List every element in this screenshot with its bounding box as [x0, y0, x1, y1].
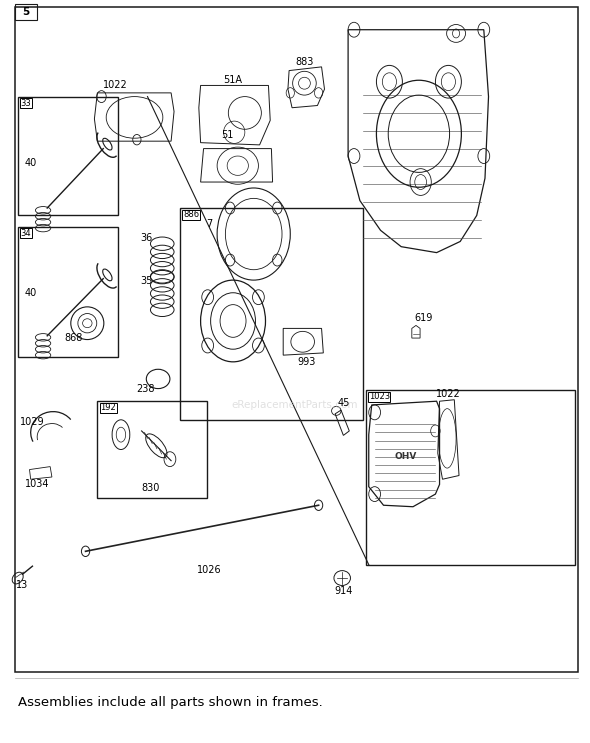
- Bar: [97, 401, 206, 498]
- Text: 45: 45: [337, 398, 349, 408]
- Text: 1023: 1023: [369, 392, 390, 401]
- Text: 830: 830: [141, 483, 160, 493]
- Text: 34: 34: [21, 229, 31, 238]
- Text: Assemblies include all parts shown in frames.: Assemblies include all parts shown in fr…: [18, 695, 323, 709]
- Text: 993: 993: [297, 357, 316, 367]
- Text: OHV: OHV: [395, 452, 417, 461]
- Text: 1022: 1022: [436, 389, 461, 399]
- Text: 238: 238: [136, 384, 155, 395]
- Bar: [15, 4, 37, 20]
- Bar: [18, 97, 118, 215]
- Bar: [366, 390, 575, 565]
- Text: 7: 7: [206, 219, 212, 230]
- Text: 51: 51: [221, 130, 233, 140]
- Text: 35: 35: [140, 276, 152, 286]
- Text: 36: 36: [140, 233, 152, 243]
- Text: 33: 33: [21, 99, 31, 108]
- Text: 1022: 1022: [103, 80, 127, 90]
- Text: eReplacementParts.com: eReplacementParts.com: [232, 400, 358, 410]
- Text: 886: 886: [183, 210, 199, 219]
- Text: 883: 883: [296, 56, 314, 67]
- Text: 40: 40: [25, 158, 37, 169]
- Bar: [180, 208, 363, 420]
- Text: 914: 914: [334, 585, 353, 596]
- Text: 40: 40: [25, 288, 37, 299]
- Text: 5: 5: [22, 7, 30, 17]
- Text: 51A: 51A: [224, 74, 242, 85]
- Bar: [18, 227, 118, 357]
- Text: 1026: 1026: [197, 565, 222, 575]
- Text: 868: 868: [64, 333, 83, 343]
- Text: 192: 192: [100, 403, 116, 412]
- Text: 1029: 1029: [20, 417, 45, 427]
- Text: 13: 13: [17, 580, 28, 591]
- Bar: [15, 7, 578, 672]
- Text: 619: 619: [414, 313, 433, 323]
- Text: 1034: 1034: [25, 479, 50, 490]
